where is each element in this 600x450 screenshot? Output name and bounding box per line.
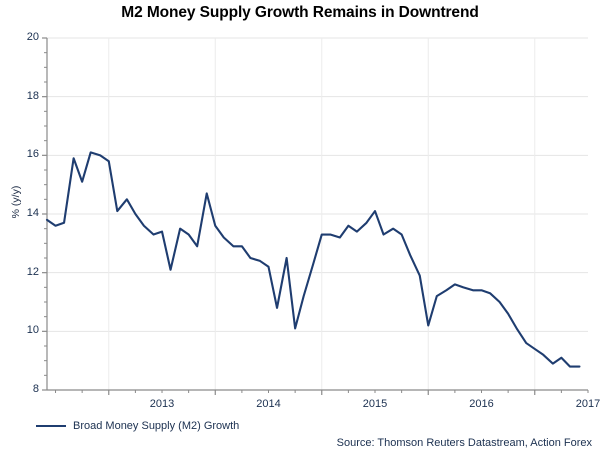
legend: Broad Money Supply (M2) Growth bbox=[36, 420, 239, 432]
legend-label: Broad Money Supply (M2) Growth bbox=[73, 420, 240, 432]
y-tick-label: 18 bbox=[26, 89, 39, 102]
y-tick-label: 16 bbox=[26, 148, 39, 161]
y-tick-label: 14 bbox=[26, 207, 39, 219]
series-line-0 bbox=[45, 151, 581, 368]
x-tick-label: 2016 bbox=[469, 398, 494, 410]
y-tick-label: 8 bbox=[32, 383, 39, 395]
source-note: Source: Thomson Reuters Datastream, Acti… bbox=[336, 437, 592, 449]
x-tick-label: 2013 bbox=[149, 398, 175, 410]
y-tick-label: 10 bbox=[26, 324, 39, 337]
y-tick-label: 20 bbox=[26, 31, 39, 43]
x-tick-label: 2014 bbox=[256, 398, 281, 410]
x-tick-label: 2015 bbox=[362, 398, 388, 410]
y-tick-label: 12 bbox=[26, 265, 39, 278]
x-tick-label: 2017 bbox=[575, 398, 600, 410]
legend-line-swatch bbox=[36, 425, 66, 427]
chart-title: M2 Money Supply Growth Remains in Downtr… bbox=[121, 4, 479, 21]
